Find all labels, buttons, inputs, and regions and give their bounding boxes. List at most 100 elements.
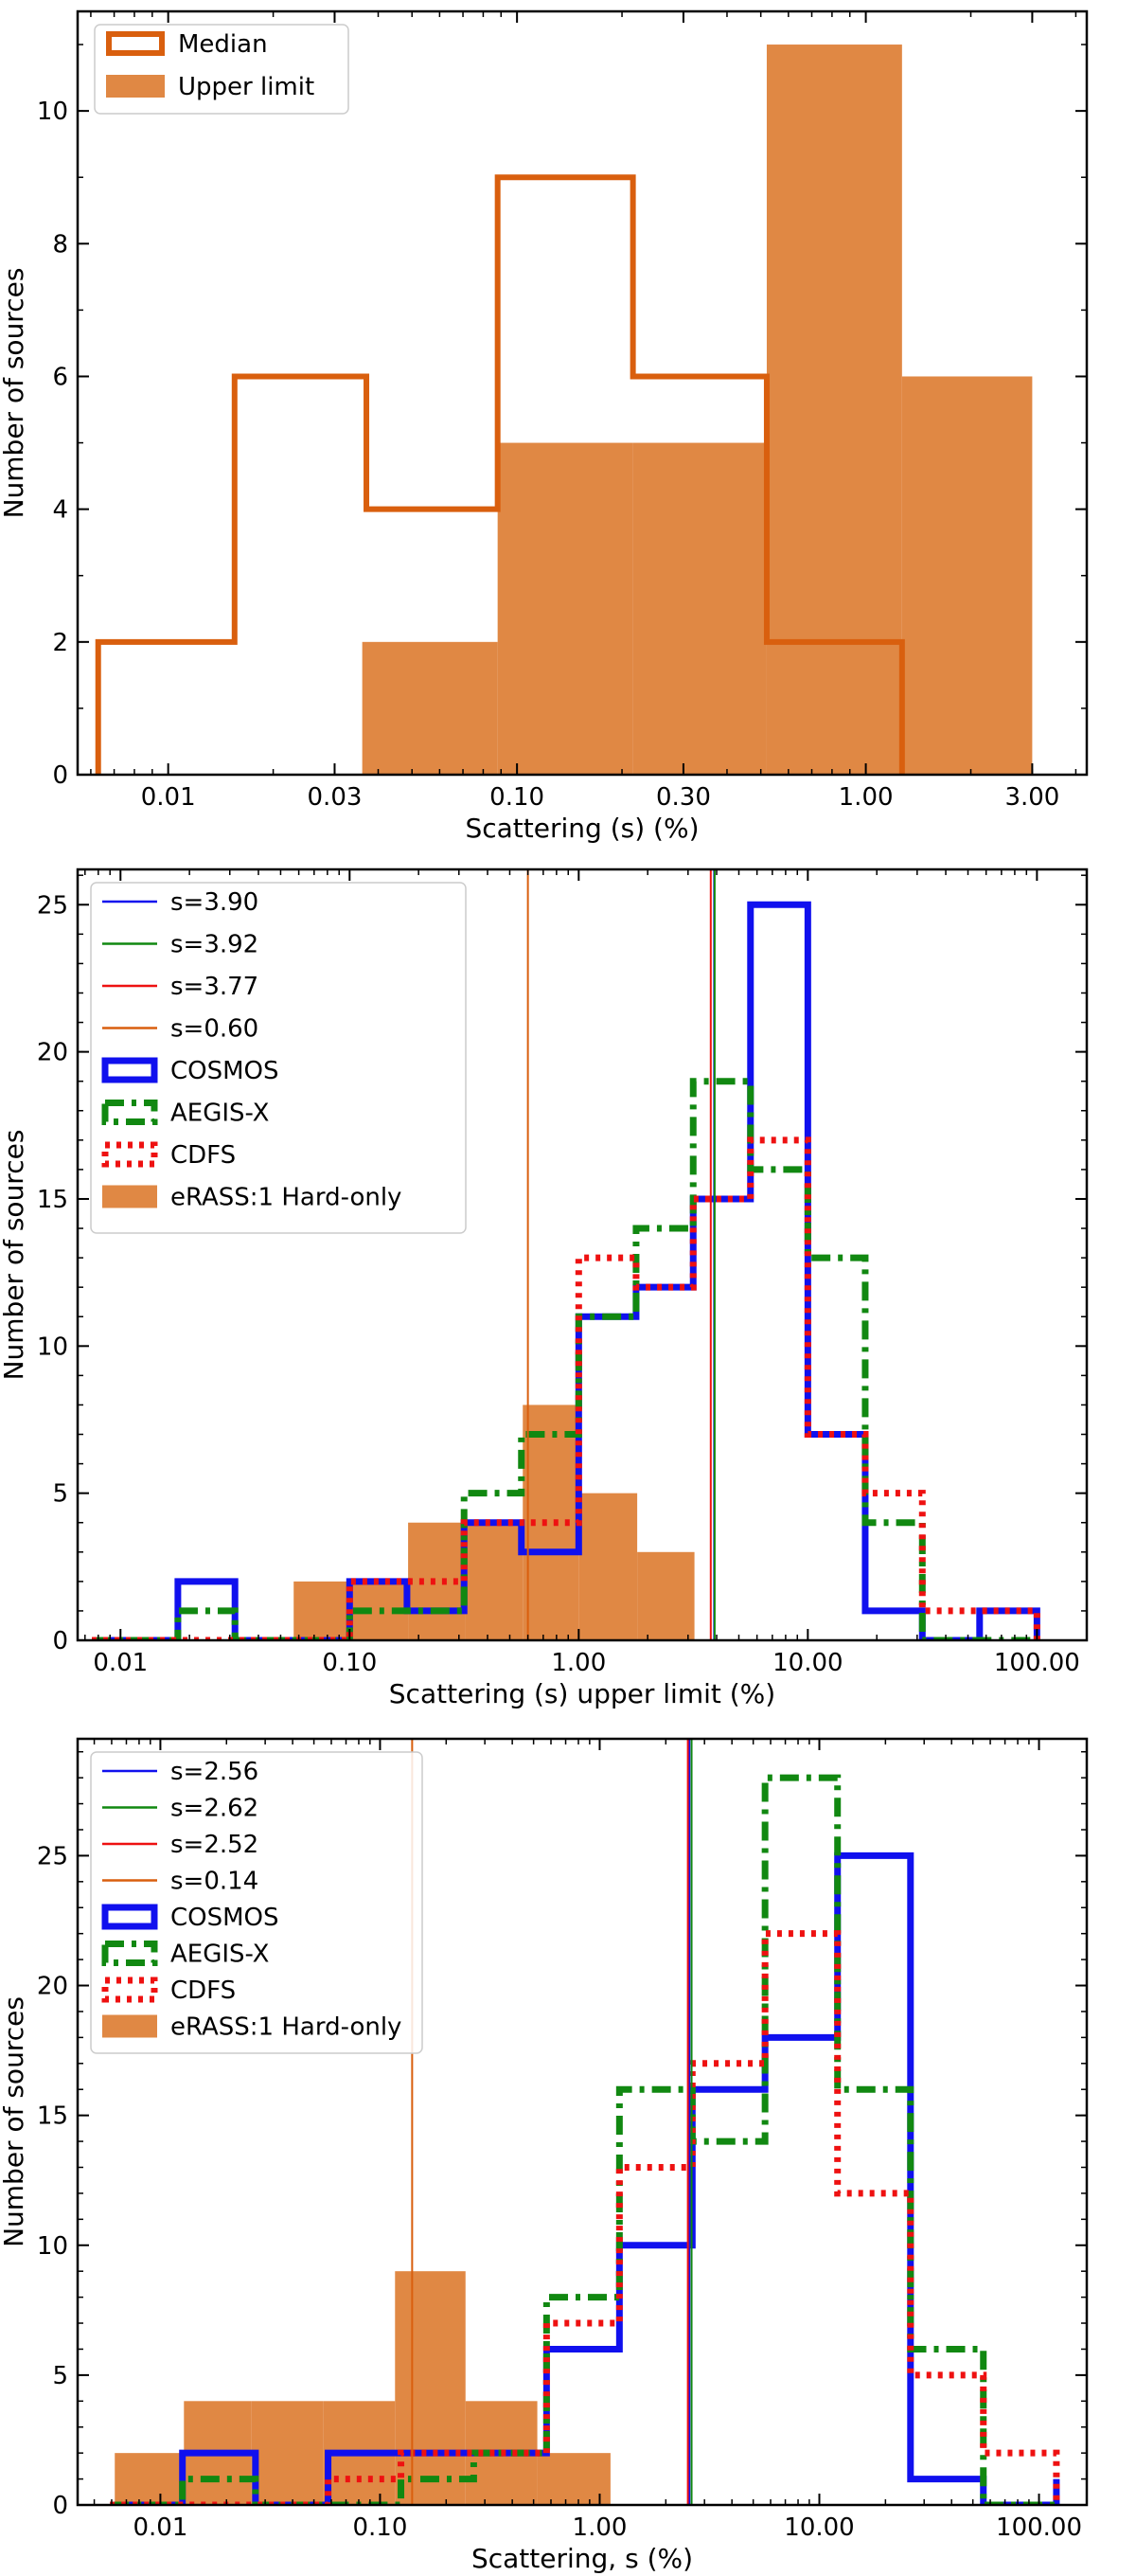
- panel-top-scattering-histogram: 0.01 0.03 0.10 0.30 1.00 3.00 0 2 4 6 8 10 Scatterin…: [0, 9, 1089, 844]
- legend-label: s=3.90: [170, 888, 258, 917]
- x-tick-label: 10.00: [784, 2513, 854, 2542]
- step-line-cdfs: [110, 1930, 1060, 2505]
- x-tick-label: 0.10: [489, 783, 544, 812]
- x-tick-label: 0.10: [322, 1649, 377, 1677]
- legend-label: s=0.14: [170, 1868, 258, 1896]
- x-axis-label: Scattering, s (%): [471, 2543, 693, 2574]
- step-line-aegis-x: [110, 1774, 1056, 2505]
- x-tick-label: 0.01: [93, 1649, 148, 1677]
- y-axis-label: Number of sources: [0, 268, 29, 519]
- legend-handle: [101, 1977, 158, 2003]
- x-tick-label: 0.01: [133, 2513, 187, 2542]
- legend-label: AEGIS-X: [170, 1941, 269, 1969]
- legend-entry-s-3-92: s=3.92: [102, 931, 258, 959]
- legend-label: eRASS:1 Hard-only: [170, 2013, 401, 2042]
- x-tick-label: 100.00: [996, 2513, 1082, 2542]
- bar-erass-1-hard-only: [115, 2453, 185, 2505]
- y-tick-label: 4: [52, 496, 68, 525]
- bar-upper-limit: [766, 45, 902, 775]
- x-tick-label: 3.00: [1004, 783, 1059, 812]
- plot-area: [92, 869, 1040, 1640]
- bar-upper-limit: [632, 442, 767, 775]
- legend-label: s=3.92: [170, 931, 258, 959]
- legend-label: s=0.60: [170, 1015, 258, 1044]
- y-tick-label: 0: [52, 1627, 68, 1655]
- legend-frame: [90, 882, 467, 1234]
- step-line-median: [95, 174, 905, 775]
- x-tick-label: 1.00: [839, 783, 894, 812]
- legend-entry-s-2-52: s=2.52: [102, 1831, 258, 1859]
- legend-entry-median: Median: [106, 30, 268, 59]
- legend-entry-s-0-60: s=0.60: [102, 1015, 258, 1044]
- legend-entry-erass-1-hard-only: eRASS:1 Hard-only: [102, 1184, 401, 1212]
- legend-entry-cdfs: CDFS: [101, 1141, 236, 1170]
- y-tick-label: 6: [52, 363, 68, 391]
- legend-label: s=2.56: [170, 1758, 258, 1786]
- x-axis-label: Scattering (s) upper limit (%): [389, 1678, 775, 1709]
- bar-erass-1-hard-only: [465, 1522, 524, 1640]
- panel-bottom-scattering-histogram: 0.01 0.10 1.00 10.00 100.00 0 5 10 15 20 25 Scatter…: [0, 1737, 1089, 2574]
- axes-frame: [76, 9, 1089, 777]
- bar-erass-1-hard-only: [537, 2453, 611, 2505]
- bar-upper-limit: [901, 376, 1033, 775]
- legend-entry-aegis-x: AEGIS-X: [101, 1941, 269, 1969]
- y-axis-label: Number of sources: [0, 1996, 29, 2247]
- legend-handle: [101, 1141, 158, 1168]
- y-tick-label: 5: [52, 1480, 68, 1509]
- plot-area: [95, 45, 1033, 775]
- panel-middle-upper-limit-histogram: 0.01 0.10 1.00 10.00 100.00 0 5 10 15 20 25 Scatter…: [0, 868, 1089, 1709]
- legend-entry-upper-limit: Upper limit: [106, 73, 314, 101]
- bar-erass-1-hard-only: [637, 1551, 695, 1640]
- legend-entry-s-0-14: s=0.14: [102, 1868, 258, 1896]
- x-tick-label: 1.00: [551, 1649, 606, 1677]
- legend-entry-s-3-90: s=3.90: [102, 888, 258, 917]
- legend-handle: [102, 2014, 157, 2038]
- step-line-cdfs: [92, 1136, 1040, 1640]
- legend-entry-aegis-x: AEGIS-X: [101, 1100, 269, 1128]
- legend-entry-s-3-77: s=3.77: [102, 973, 258, 1001]
- legend-handle: [106, 31, 165, 56]
- legend-label: CDFS: [170, 1977, 236, 2005]
- bar-erass-1-hard-only: [293, 1581, 350, 1640]
- legend-handle: [101, 1100, 158, 1125]
- x-tick-label: 100.00: [994, 1649, 1080, 1677]
- legend: s=3.90 s=3.92 s=3.77 s=0.60 COSMOS AEGIS-X CDF…: [90, 882, 467, 1234]
- legend-entry-cosmos: COSMOS: [101, 1904, 279, 1932]
- legend-handle: [102, 1185, 157, 1208]
- y-tick-label: 0: [52, 2492, 68, 2520]
- bar-erass-1-hard-only: [395, 2271, 466, 2505]
- legend-label: eRASS:1 Hard-only: [170, 1184, 401, 1212]
- legend-entry-erass-1-hard-only: eRASS:1 Hard-only: [102, 2013, 401, 2042]
- y-tick-label: 5: [52, 2362, 68, 2390]
- x-axis-label: Scattering (s) (%): [465, 813, 699, 844]
- x-tick-label: 10.00: [772, 1649, 843, 1677]
- y-tick-label: 20: [37, 1973, 68, 2001]
- y-tick-label: 10: [37, 2232, 68, 2261]
- y-tick-label: 0: [52, 761, 68, 790]
- axes-frame: [76, 1737, 1089, 2507]
- y-axis-label: Number of sources: [0, 1130, 29, 1381]
- legend-label: COSMOS: [170, 1904, 279, 1932]
- legend-entry-cdfs: CDFS: [101, 1977, 236, 2005]
- axes-frame: [76, 868, 1089, 1642]
- y-tick-label: 25: [37, 1842, 68, 1870]
- x-tick-label: 0.01: [141, 783, 196, 812]
- legend-label: CDFS: [170, 1141, 236, 1170]
- legend-entry-cosmos: COSMOS: [101, 1057, 279, 1085]
- legend-handle: [101, 1057, 158, 1083]
- legend: s=2.56 s=2.62 s=2.52 s=0.14 COSMOS AEGIS-X CDF…: [90, 1751, 423, 2054]
- legend-label: COSMOS: [170, 1057, 279, 1085]
- y-tick-label: 15: [37, 2102, 68, 2131]
- legend-entry-s-2-56: s=2.56: [102, 1758, 258, 1786]
- legend: Median Upper limit: [94, 24, 349, 115]
- y-tick-label: 10: [37, 98, 68, 126]
- x-tick-label: 1.00: [573, 2513, 628, 2542]
- legend-frame: [90, 1751, 423, 2054]
- bar-erass-1-hard-only: [251, 2401, 324, 2505]
- legend-label: s=3.77: [170, 973, 258, 1001]
- legend-label: Median: [178, 30, 268, 59]
- y-tick-label: 25: [37, 891, 68, 920]
- legend-label: s=2.52: [170, 1831, 258, 1859]
- y-tick-label: 10: [37, 1333, 68, 1361]
